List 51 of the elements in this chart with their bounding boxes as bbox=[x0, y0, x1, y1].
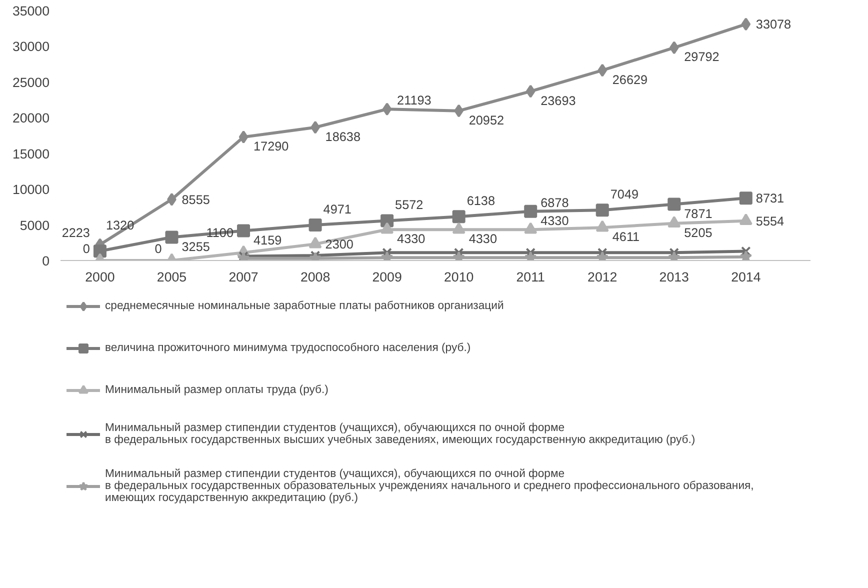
legend-label: Минимальный размер стипендии студентов (учащихся), обучающихся по очной форме в федеральных государственных высших учебных заведениях, имеющих государственную аккредитацию (руб.) bbox=[105, 422, 696, 446]
data-label: 29792 bbox=[684, 50, 720, 64]
y-tick-label: 35000 bbox=[12, 4, 50, 18]
data-label: 26629 bbox=[612, 72, 648, 87]
y-tick-label: 20000 bbox=[12, 110, 50, 126]
data-label: 5554 bbox=[756, 214, 784, 228]
data-label: 18638 bbox=[325, 130, 360, 144]
x-tick-label: 2014 bbox=[731, 270, 762, 284]
data-label: 6878 bbox=[540, 196, 569, 210]
data-label: 7049 bbox=[610, 188, 639, 202]
data-label: 23693 bbox=[540, 94, 576, 108]
data-label: 0 bbox=[154, 242, 162, 256]
y-tick-label: 15000 bbox=[12, 146, 50, 162]
x-tick-label: 2011 bbox=[516, 270, 545, 284]
x-tick-label: 2009 bbox=[372, 270, 402, 284]
data-label: 20952 bbox=[468, 113, 504, 128]
data-label: 4159 bbox=[254, 233, 282, 248]
data-label: 6138 bbox=[466, 194, 495, 208]
data-label: 33078 bbox=[756, 18, 792, 32]
legend-label: величина прожиточного минимума трудоспособного населения (руб.) bbox=[105, 342, 471, 354]
data-label: 8555 bbox=[182, 192, 210, 207]
legend-label: Минимальный размер стипендии студентов (учащихся), обучающихся по очной форме в федеральных государственных образовательных учреждениях начального и среднего профессионального образования, имеющих государственную аккредитацию (руб.) bbox=[105, 468, 754, 504]
data-label: 4330 bbox=[397, 232, 426, 246]
legend-label: Минимальный размер оплаты труда (руб.) bbox=[105, 384, 328, 396]
data-label: 5205 bbox=[684, 226, 712, 240]
data-label: 4330 bbox=[540, 214, 569, 228]
data-label: 8731 bbox=[756, 192, 784, 206]
data-label: 4971 bbox=[323, 202, 352, 216]
x-tick-label: 2005 bbox=[156, 270, 187, 284]
y-tick-label: 10000 bbox=[12, 182, 50, 198]
x-tick-label: 2010 bbox=[444, 270, 474, 284]
data-label: 4611 bbox=[612, 230, 640, 244]
x-tick-label: 2012 bbox=[588, 270, 618, 284]
data-label: 17290 bbox=[254, 140, 289, 154]
y-tick-label: 25000 bbox=[12, 74, 50, 90]
data-label: 2223 bbox=[62, 226, 90, 240]
data-label: 21193 bbox=[397, 94, 432, 108]
x-tick-label: 2000 bbox=[85, 270, 115, 284]
data-label: 3255 bbox=[182, 240, 210, 254]
data-label: 7871 bbox=[684, 206, 712, 221]
y-tick-label: 5000 bbox=[20, 218, 50, 233]
x-tick-label: 2007 bbox=[228, 270, 258, 284]
legend-label: среднемесячные номинальные заработные платы работников организаций bbox=[105, 300, 504, 312]
data-label: 0 bbox=[82, 242, 90, 256]
data-label: 4330 bbox=[468, 232, 497, 246]
data-label: 5572 bbox=[395, 198, 424, 212]
x-tick-label: 2008 bbox=[300, 270, 330, 284]
x-tick-label: 2013 bbox=[659, 270, 689, 284]
y-tick-label: 30000 bbox=[12, 39, 50, 54]
y-tick-label: 0 bbox=[42, 254, 50, 268]
data-label: 2300 bbox=[325, 238, 354, 252]
